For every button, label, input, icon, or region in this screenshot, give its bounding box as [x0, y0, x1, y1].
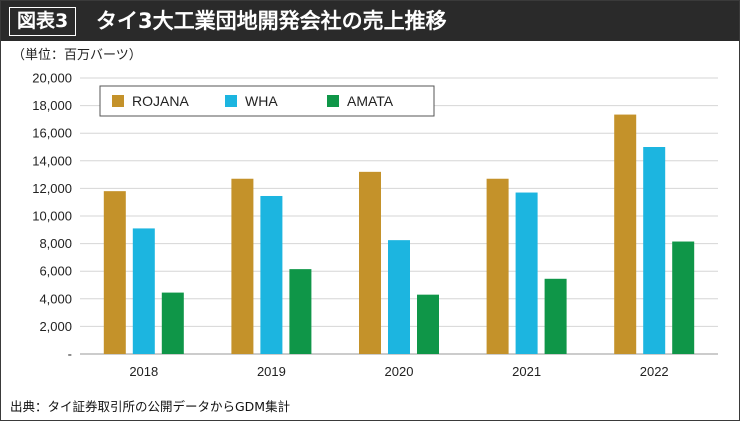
bar-wha — [388, 240, 410, 354]
bar-wha — [515, 192, 538, 354]
bar-wha — [132, 228, 155, 354]
legend-swatch-wha — [225, 95, 237, 107]
chart-title: タイ3大工業団地開発会社の売上推移 — [96, 9, 447, 33]
source-note: 出典：タイ証券取引所の公開データからGDM集計 — [10, 399, 291, 414]
bar-rojana — [231, 178, 254, 354]
legend-label-rojana: ROJANA — [132, 93, 189, 109]
legend-box — [99, 85, 435, 117]
y-axis-unit-label: （単位：百万バーツ） — [12, 48, 142, 63]
y-tick-label: 10,000 — [32, 209, 72, 224]
x-tick-label: 2021 — [512, 364, 541, 379]
bar-amata — [289, 269, 312, 354]
figure-label: 図表3 — [9, 7, 77, 36]
x-tick-label: 2018 — [129, 364, 158, 379]
bar-rojana — [614, 114, 637, 354]
y-tick-label: 14,000 — [32, 153, 72, 168]
title-bar: 図表3 タイ3大工業団地開発会社の売上推移 — [1, 1, 739, 41]
legend-swatch-rojana — [112, 95, 124, 107]
y-tick-label: 12,000 — [32, 181, 72, 196]
x-tick-label: 2019 — [257, 364, 286, 379]
y-tick-label: 6,000 — [39, 264, 72, 279]
y-tick-label: 2,000 — [39, 319, 72, 334]
bar-amata — [417, 294, 439, 354]
bar-chart: - 2,000 4,000 6,000 8,000 10,000 12,000 14,000 1… — [32, 71, 718, 379]
y-tick-label: 8,000 — [39, 236, 72, 251]
bar-wha — [260, 195, 283, 354]
legend-label-amata: AMATA — [347, 93, 394, 109]
legend-swatch-amata — [327, 95, 339, 107]
y-tick-label: 16,000 — [32, 126, 72, 141]
x-tick-label: 2022 — [640, 364, 669, 379]
y-tick-label: 18,000 — [32, 98, 72, 113]
bar-rojana — [359, 171, 381, 354]
bar-wha — [643, 147, 666, 354]
bar-rojana — [486, 178, 509, 354]
legend-label-wha: WHA — [245, 93, 278, 109]
x-tick-label: 2020 — [385, 364, 414, 379]
bar-amata — [544, 278, 567, 354]
y-tick-label: - — [68, 347, 72, 362]
bar-rojana — [103, 191, 126, 354]
y-tick-label: 20,000 — [32, 71, 72, 86]
y-tick-label: 4,000 — [39, 291, 72, 306]
bar-amata — [672, 241, 695, 354]
bar-amata — [161, 292, 184, 354]
